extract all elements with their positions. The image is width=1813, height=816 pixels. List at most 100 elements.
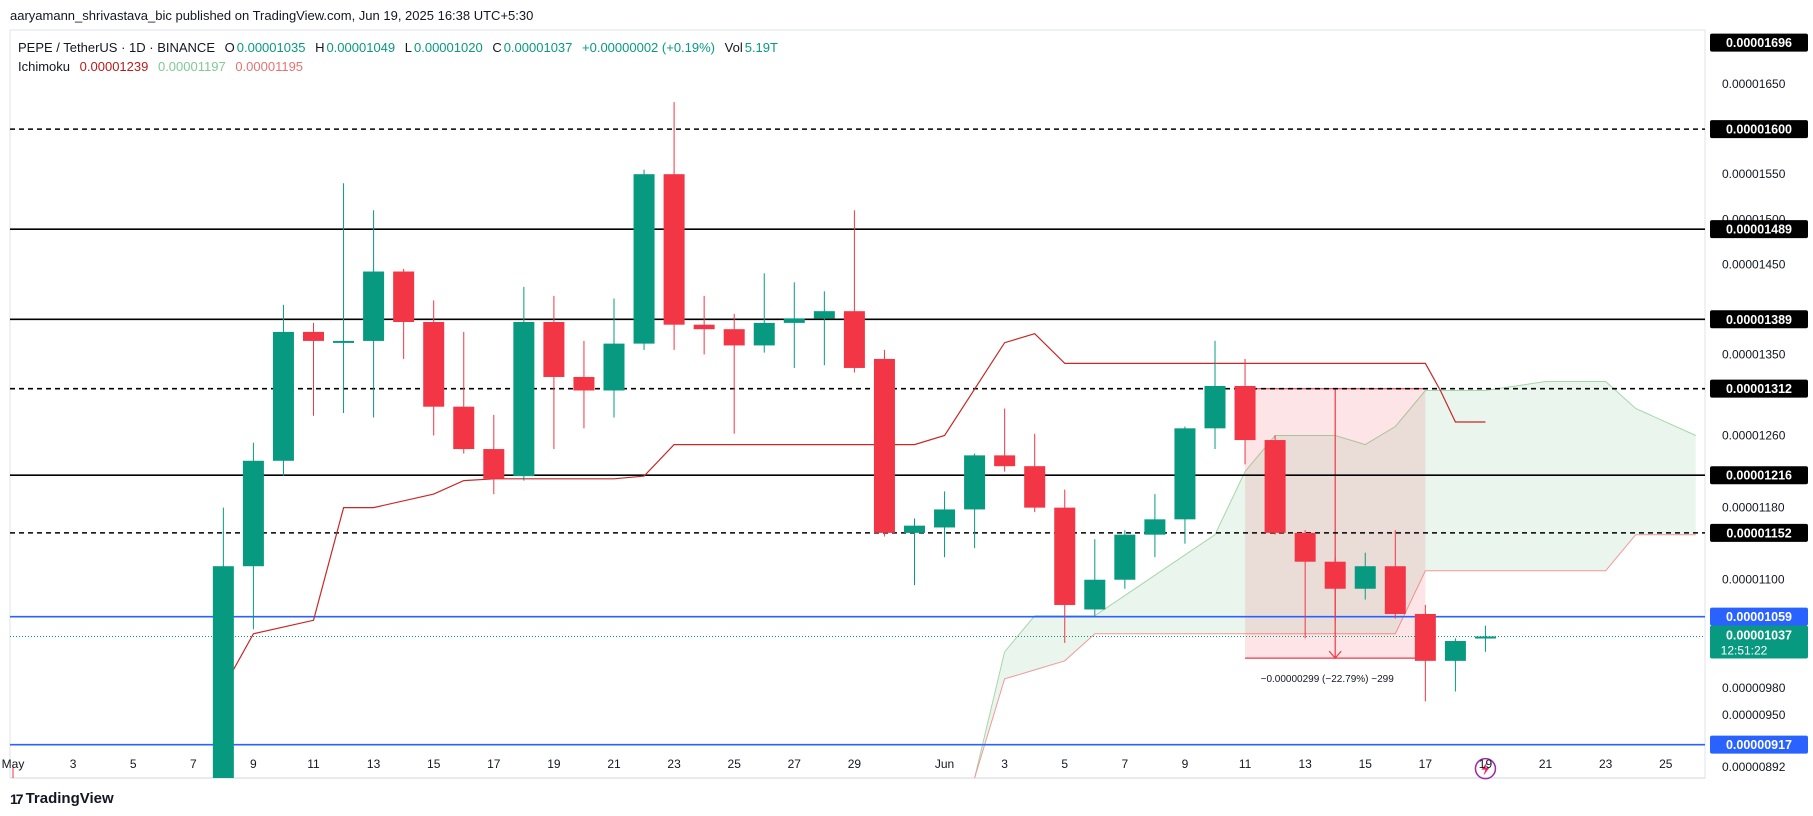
open-value: 0.00001035	[236, 40, 306, 55]
open-label: O	[224, 40, 235, 55]
measure-arrow-head	[1328, 650, 1342, 660]
plot-area	[10, 102, 1705, 778]
ichimoku-value-1: 0.00001239	[79, 59, 149, 74]
candle-body-4	[272, 331, 294, 461]
price-tag-2: 0.00001489	[1726, 223, 1792, 237]
x-tick-label-18: 7	[1122, 757, 1129, 771]
y-tick-label-1: 0.00001550	[1722, 167, 1786, 181]
candle-body-18	[693, 324, 715, 330]
last-price-tag-bg	[1710, 625, 1808, 659]
candle-body-25	[904, 525, 925, 533]
price-tag-8: 0.00000917	[1726, 738, 1792, 752]
price-tag-3: 0.00001389	[1726, 313, 1792, 327]
candle-body-22	[813, 311, 835, 319]
x-tick-label-15: Jun	[935, 757, 954, 771]
candle-body-33	[1144, 519, 1166, 535]
price-tag-0: 0.00001696	[1726, 36, 1792, 50]
ohlc-row: PEPE / TetherUS · 1D · BINANCE O 0.000010…	[18, 38, 778, 57]
candle-body-23	[843, 311, 865, 368]
price-tag-bg-0	[1710, 33, 1808, 52]
x-tick-label-10: 21	[607, 757, 621, 771]
x-tick-label-12: 25	[728, 757, 742, 771]
close-value: 0.00001037	[503, 40, 573, 55]
x-tick-label-23: 17	[1419, 757, 1433, 771]
candle-body-24	[873, 358, 895, 533]
price-chart[interactable]: −0.00000299 (−22.79%) −299 0.00001650 0.00…	[0, 0, 1813, 780]
y-tick-label-3: 0.00001450	[1722, 257, 1786, 271]
y-tick-label-9: 0.00000950	[1722, 708, 1786, 722]
candle-body-28	[994, 455, 1016, 467]
volume-label: Vol	[724, 40, 743, 55]
x-tick-label-27: 25	[1659, 757, 1673, 771]
x-tick-label-19: 9	[1182, 757, 1189, 771]
candle-body-32	[1114, 534, 1136, 580]
x-tick-label-21: 13	[1298, 757, 1312, 771]
symbol-label[interactable]: PEPE / TetherUS · 1D · BINANCE	[18, 40, 215, 55]
last-price-tag: 0.00001037	[1726, 629, 1792, 643]
x-tick-label-2: 5	[130, 757, 137, 771]
low-value: 0.00001020	[414, 40, 483, 55]
change-value: +0.00000002 (+0.19%)	[582, 40, 716, 55]
tradingview-brand[interactable]: 17 TradingView	[10, 790, 114, 807]
x-tick-label-22: 15	[1359, 757, 1373, 771]
candle-body-29	[1024, 466, 1046, 508]
candle-body-7	[363, 271, 385, 341]
x-tick-label-6: 13	[367, 757, 381, 771]
ichimoku-row: Ichimoku 0.00001239 0.00001197 0.0000119…	[18, 57, 778, 76]
x-tick-label-11: 23	[667, 757, 681, 771]
candle-body-43	[1444, 641, 1466, 661]
candle-body-40	[1354, 566, 1376, 589]
x-tick-label-9: 19	[547, 757, 561, 771]
price-tag-6: 0.00001152	[1726, 526, 1791, 540]
countdown-label: 12:51:22	[1721, 644, 1768, 658]
x-tick-label-1: 3	[70, 757, 77, 771]
candle-body-10	[453, 406, 475, 450]
candle-body-41	[1384, 566, 1406, 614]
price-tag-bg-5	[1710, 466, 1808, 485]
candle-body-38	[1294, 532, 1316, 562]
candle-body-35	[1204, 385, 1226, 429]
price-tag-7: 0.00001059	[1726, 610, 1792, 624]
x-tick-label-25: 21	[1539, 757, 1553, 771]
x-tick-label-26: 23	[1599, 757, 1613, 771]
candle-body-44	[1474, 636, 1496, 639]
candle-body-15	[603, 343, 625, 391]
candle-body-37	[1264, 440, 1286, 533]
y-tick-label-10: 0.00000892	[1722, 760, 1786, 774]
price-tag-bg-1	[1710, 120, 1808, 139]
candle-body-36	[1234, 385, 1256, 441]
candle-body-11	[483, 449, 505, 479]
ichimoku-base-line	[222, 333, 1486, 689]
candle-body-31	[1084, 579, 1106, 610]
y-tick-label-4: 0.00001350	[1722, 347, 1786, 361]
candle-body-34	[1174, 428, 1196, 520]
candle-body-8	[393, 271, 415, 322]
x-tick-label-13: 27	[788, 757, 802, 771]
ichimoku-value-2: 0.00001197	[157, 59, 226, 74]
candle-body-12	[513, 321, 535, 477]
alert-circle-icon	[1474, 757, 1497, 780]
candle-body-16	[633, 174, 655, 344]
x-tick-label-5: 11	[307, 757, 320, 771]
publisher-line: aaryamann_shrivastava_bic published on T…	[10, 8, 534, 23]
candle-body-26	[934, 509, 956, 528]
ichimoku-label[interactable]: Ichimoku	[18, 59, 71, 74]
high-value: 0.00001049	[326, 40, 396, 55]
y-tick-label-0: 0.00001650	[1722, 77, 1786, 91]
candle-body-3	[242, 460, 264, 567]
high-label: H	[315, 40, 325, 55]
y-tick-label-8: 0.00000980	[1722, 681, 1786, 695]
candle-body-20	[753, 322, 775, 346]
price-tag-bg-2	[1710, 220, 1808, 239]
price-tag-5: 0.00001216	[1726, 469, 1792, 483]
measure-label: −0.00000299 (−22.79%) −299	[1261, 674, 1395, 685]
y-tick-label-5: 0.00001260	[1722, 429, 1786, 443]
candle-body-19	[723, 329, 745, 346]
y-tick-label-7: 0.00001100	[1722, 573, 1785, 587]
candle-body-17	[663, 174, 685, 325]
tradingview-logo-icon: 17	[10, 790, 24, 807]
brand-label: TradingView	[25, 790, 114, 807]
price-tag-bg-4	[1710, 379, 1808, 398]
candle-body-14	[573, 376, 595, 391]
low-label: L	[404, 40, 412, 55]
